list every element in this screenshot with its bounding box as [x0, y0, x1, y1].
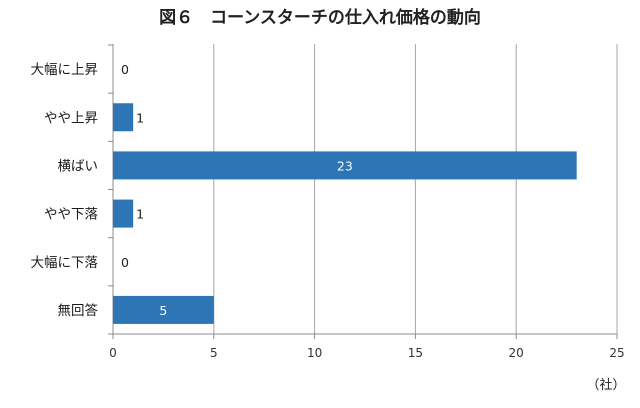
category-label-1: やや上昇	[44, 110, 98, 126]
category-label-2: 横ばい	[58, 158, 99, 174]
bar-2	[113, 151, 577, 180]
value-label-5: 5	[159, 303, 167, 318]
x-tick-label-20: 20	[509, 346, 524, 360]
gridlines	[213, 44, 618, 334]
bar-5	[113, 295, 214, 324]
category-label-4: 大幅に下落	[31, 255, 99, 271]
value-label-2: 23	[337, 158, 353, 173]
value-label-4: 0	[121, 255, 129, 270]
bar-3	[113, 199, 134, 228]
category-label-5: 無回答	[58, 302, 99, 319]
x-axis-unit-label: （社）	[586, 377, 625, 393]
value-label-0: 0	[121, 62, 129, 77]
x-tick-label-5: 5	[210, 346, 218, 360]
category-label-3: やや下落	[44, 207, 98, 223]
value-label-1: 1	[136, 110, 144, 125]
x-tick-label-0: 0	[109, 346, 117, 360]
x-tick-label-15: 15	[408, 346, 423, 360]
bar-1	[113, 103, 134, 132]
value-label-3: 1	[136, 207, 144, 222]
x-tick-label-10: 10	[307, 346, 322, 360]
category-label-0: 大幅に上昇	[31, 62, 99, 78]
x-tick-label-25: 25	[609, 346, 624, 360]
chart-title: 図６ コーンスターチの仕入れ価格の動向	[159, 7, 481, 28]
